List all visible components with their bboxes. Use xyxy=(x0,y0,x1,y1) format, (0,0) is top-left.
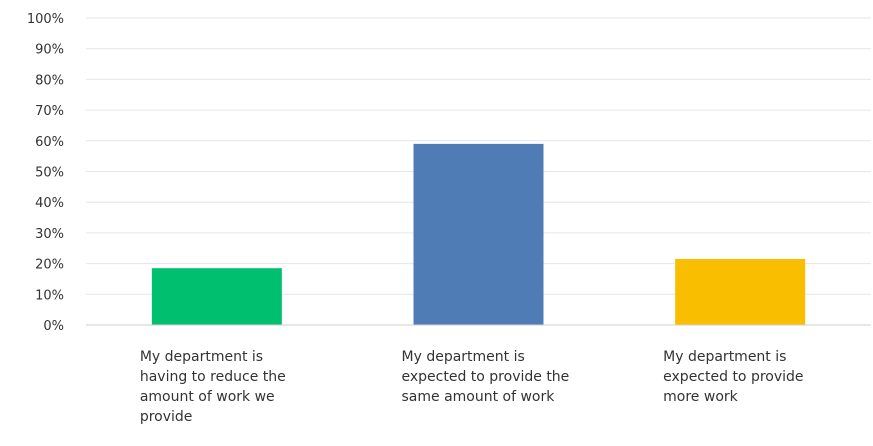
y-tick-label-20: 20% xyxy=(35,258,64,273)
y-tick-label-90: 90% xyxy=(35,43,64,58)
bar-3 xyxy=(675,258,806,325)
y-tick-label-70: 70% xyxy=(35,104,64,119)
y-tick-label-80: 80% xyxy=(35,73,64,88)
category-label-reduce: My department is having to reduce the am… xyxy=(139,349,286,425)
bars xyxy=(151,143,806,325)
y-tick-label-10: 10% xyxy=(35,288,64,303)
y-tick-label-40: 40% xyxy=(35,196,64,211)
y-tick-label-100: 100% xyxy=(27,12,64,27)
y-tick-label-30: 30% xyxy=(35,227,64,242)
category-label-more: My department is expected to provide mor… xyxy=(663,349,804,405)
y-tick-label-0: 0% xyxy=(43,319,64,334)
bar-2 xyxy=(413,143,544,325)
y-axis-ticks: 0% 10% 20% 30% 40% 50% 60% 70% 80% 90% 100% xyxy=(27,12,64,334)
bar-1 xyxy=(151,268,282,325)
category-label-same: My department is expected to provide the… xyxy=(401,349,570,405)
y-tick-label-50: 50% xyxy=(35,166,64,181)
y-tick-label-60: 60% xyxy=(35,135,64,150)
